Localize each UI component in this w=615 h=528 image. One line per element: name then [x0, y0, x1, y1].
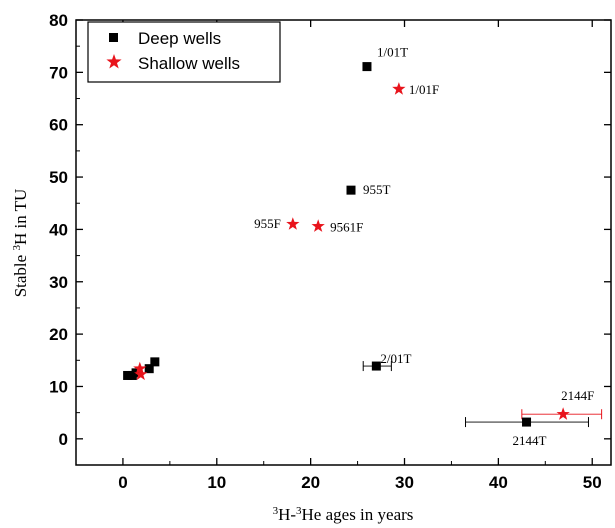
- legend: Deep wells Shallow wells: [87, 21, 281, 83]
- y-tick-label: 60: [49, 116, 68, 135]
- data-point-deep-well: [123, 370, 133, 380]
- y-axis-title-part2: H in TU: [11, 189, 30, 245]
- point-label: 1/01F: [409, 82, 439, 97]
- point-label: 955F: [254, 216, 281, 231]
- point-label: 955T: [363, 182, 391, 197]
- y-tick-label: 40: [49, 220, 68, 239]
- point-label: 1/01T: [377, 45, 408, 60]
- y-tick-label: 10: [49, 377, 68, 396]
- data-point-shallow-well: [311, 219, 325, 232]
- y-tick-label: 0: [59, 430, 68, 449]
- data-point-deep-well: [346, 185, 356, 195]
- x-axis-title-part2: He ages in years: [302, 505, 414, 524]
- data-point-deep-well: [150, 357, 160, 367]
- x-tick-label: 10: [207, 473, 226, 492]
- plot-frame: [75, 19, 612, 466]
- x-axis-title-sup1: 3: [273, 505, 279, 517]
- legend-label-deep: Deep wells: [138, 29, 221, 48]
- x-tick-label: 40: [489, 473, 508, 492]
- x-axis-title-part1: H-: [278, 505, 296, 524]
- data-point-shallow-well: [286, 217, 300, 230]
- y-axis-title-part1: Stable: [11, 251, 30, 298]
- data-point-deep-well: [371, 361, 381, 371]
- x-tick-label: 20: [301, 473, 320, 492]
- axis-ticks: 0 10 20 30 40 50 0 10 20 30 40 50 60 70 80: [49, 11, 611, 492]
- y-tick-label: 80: [49, 11, 68, 30]
- y-tick-label: 30: [49, 273, 68, 292]
- legend-box: [87, 21, 281, 83]
- x-axis-title-sup2: 3: [296, 505, 302, 517]
- data-point-deep-well: [522, 417, 532, 427]
- x-tick-label: 30: [395, 473, 414, 492]
- x-tick-label: 0: [118, 473, 127, 492]
- data-markers: [123, 62, 570, 427]
- x-tick-label: 50: [583, 473, 602, 492]
- data-point-shallow-well: [133, 361, 147, 375]
- point-label: 2/01T: [380, 351, 411, 366]
- point-label: 2144F: [561, 388, 594, 403]
- data-point-deep-well: [144, 364, 154, 374]
- data-point-shallow-well: [556, 407, 570, 420]
- point-label: 9561F: [330, 219, 363, 234]
- y-axis-title-sup: 3: [11, 245, 23, 251]
- legend-label-shallow: Shallow wells: [138, 54, 240, 73]
- data-point-shallow-well: [392, 82, 406, 95]
- data-point-deep-well: [362, 62, 372, 72]
- data-point-shallow-well: [134, 367, 148, 381]
- legend-marker-deep: [109, 33, 118, 42]
- y-tick-label: 70: [49, 63, 68, 82]
- x-axis-title: 3H-3He ages in years: [273, 505, 414, 524]
- y-axis-title: Stable 3H in TU: [11, 189, 30, 298]
- y-tick-label: 20: [49, 325, 68, 344]
- legend-marker-shallow: [106, 54, 122, 69]
- y-tick-label: 50: [49, 168, 68, 187]
- point-labels: 1/01T 955T 2/01T 2144T 1/01F 955F 9561F 2144F: [254, 45, 594, 448]
- point-label: 2144T: [513, 433, 547, 448]
